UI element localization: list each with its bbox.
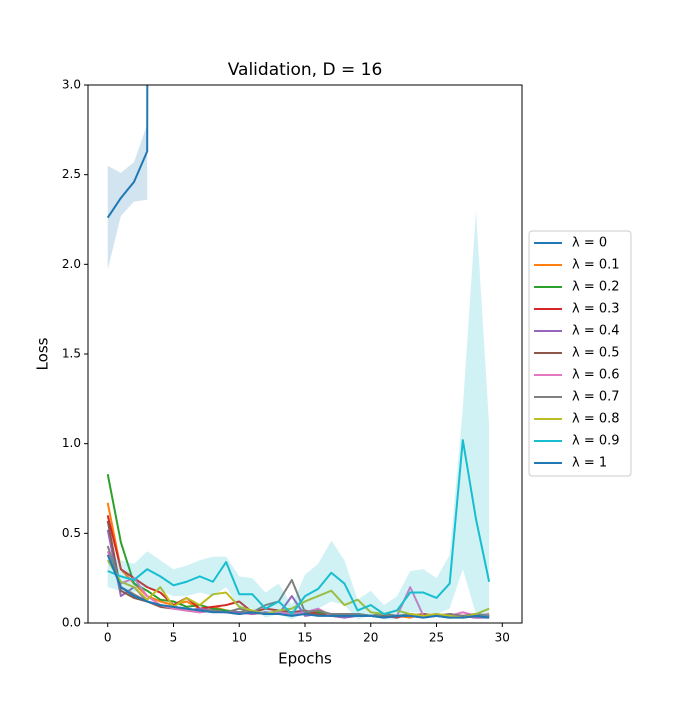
chart-title: Validation, D = 16 [228, 60, 383, 80]
legend-label: λ = 0.2 [572, 280, 620, 295]
x-tick-label: 0 [104, 631, 112, 645]
line [106, 554, 490, 619]
legend-label: λ = 0.5 [572, 346, 620, 361]
y-tick-label: 2.0 [62, 257, 81, 271]
y-axis-label: Loss [34, 337, 52, 370]
legend-label: λ = 0.9 [572, 434, 620, 449]
y-tick-label: 2.5 [62, 167, 81, 181]
y-tick-label: 1.5 [62, 347, 81, 361]
x-axis-label: Epochs [278, 650, 332, 668]
x-tick-label: 20 [363, 631, 378, 645]
x-tick-label: 30 [495, 631, 510, 645]
legend-label: λ = 0.8 [572, 412, 620, 427]
line [107, 439, 491, 616]
legend-label: λ = 0.7 [572, 390, 620, 405]
x-tick-label: 15 [297, 631, 312, 645]
x-tick-label: 10 [232, 631, 247, 645]
legend-label: λ = 0.1 [572, 258, 620, 273]
legend-label: λ = 0 [572, 236, 607, 251]
legend-label: λ = 0.6 [572, 368, 620, 383]
plot-area [106, 85, 491, 620]
legend-label: λ = 0.3 [572, 302, 620, 317]
x-tick-label: 25 [429, 631, 444, 645]
y-tick-label: 1.0 [62, 436, 81, 450]
legend-label: λ = 1 [572, 456, 607, 471]
y-tick-label: 0.0 [62, 616, 81, 630]
y-tick-label: 0.5 [62, 526, 81, 540]
x-tick-label: 5 [170, 631, 178, 645]
line [106, 85, 149, 219]
error-band [107, 124, 148, 270]
y-tick-label: 3.0 [62, 78, 81, 92]
legend-label: λ = 0.4 [572, 324, 620, 339]
legend-box [528, 230, 632, 477]
